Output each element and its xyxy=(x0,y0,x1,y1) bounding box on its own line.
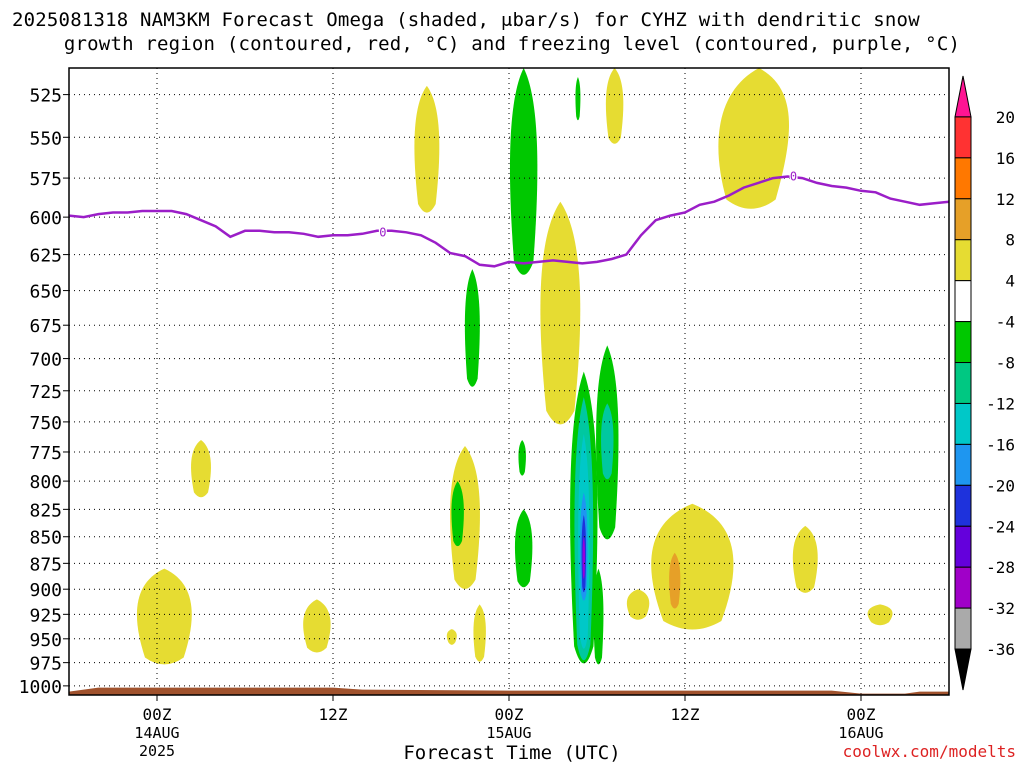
omega-yellow-surface-left xyxy=(136,568,192,665)
colorbar-label: 8 xyxy=(1005,231,1015,250)
freezing-level-label: 0 xyxy=(790,169,797,183)
ground-surface xyxy=(69,687,949,695)
y-tick-label: 650 xyxy=(29,282,62,303)
y-tick-label: 725 xyxy=(29,382,62,403)
omega-green-mid xyxy=(464,269,480,387)
freezing-label-bg xyxy=(789,169,798,182)
colorbar-label: 12 xyxy=(996,190,1015,209)
omega-green-tiny-1 xyxy=(518,440,526,476)
y-tick-label: 625 xyxy=(29,246,62,267)
colorbar-segment xyxy=(954,607,972,650)
y-tick-label: 775 xyxy=(29,443,62,464)
x-tick-label: 00Z xyxy=(143,705,172,724)
colorbar-segment xyxy=(954,484,972,527)
omega-yellow-mid-column xyxy=(540,201,581,425)
colorbar-segment xyxy=(954,443,972,486)
x-tick-label: 00Z xyxy=(495,705,524,724)
y-tick-label: 800 xyxy=(29,472,62,493)
freezing-level-line xyxy=(68,175,950,268)
omega-yellow-surface-left-2 xyxy=(303,599,331,653)
colorbar-label: -16 xyxy=(986,435,1015,454)
colorbar-label: 4 xyxy=(1005,272,1015,291)
omega-green-top xyxy=(575,76,581,121)
colorbar-label: -12 xyxy=(986,394,1015,413)
y-tick-label: 950 xyxy=(29,630,62,651)
omega-orange-cell xyxy=(669,552,681,609)
y-tick-label: 1000 xyxy=(19,677,62,698)
y-tick-label: 850 xyxy=(29,528,62,549)
omega-yellow-small-right-2 xyxy=(792,525,818,593)
y-tick-label: 875 xyxy=(29,554,62,575)
y-tick-label: 900 xyxy=(29,580,62,601)
x-tick-sublabel: 15AUG xyxy=(486,724,531,742)
x-tick-sublabel: 16AUG xyxy=(838,724,883,742)
colorbar-label: 20 xyxy=(996,108,1015,127)
omega-yellow-far-right xyxy=(867,604,893,626)
colorbar-segment xyxy=(954,321,972,364)
colorbar-top-triangle xyxy=(954,75,972,118)
omega-green-core-tail xyxy=(593,568,604,665)
colorbar-label: -4 xyxy=(996,313,1015,332)
omega-green-tiny-2 xyxy=(514,509,533,588)
x-tick-sublabel: 2025 xyxy=(139,742,175,760)
omega-yellow-top-left xyxy=(605,68,624,144)
colorbar-label: -36 xyxy=(986,640,1015,659)
chart-title-line-2: growth region (contoured, red, °C) and f… xyxy=(63,33,961,55)
credit-link[interactable]: coolwx.com/modelts xyxy=(842,742,1016,761)
x-tick-label: 00Z xyxy=(847,705,876,724)
colorbar-bottom-triangle xyxy=(954,648,972,691)
omega-yellow-small-right xyxy=(626,589,650,620)
y-tick-label: 675 xyxy=(29,316,62,337)
colorbar-segment xyxy=(954,116,972,159)
colorbar-segment xyxy=(954,239,972,282)
chart-title-line-1: 2025081318 NAM3KM Forecast Omega (shaded… xyxy=(12,9,920,31)
omega-yellow-lowmid-2 xyxy=(473,604,486,662)
colorbar-segment xyxy=(954,157,972,200)
colorbar-segment xyxy=(954,362,972,404)
x-tick-label: 12Z xyxy=(319,705,348,724)
colorbar-label: -20 xyxy=(986,476,1015,495)
plot-area xyxy=(69,68,949,695)
colorbar-label: -8 xyxy=(996,354,1015,373)
x-tick-label: 12Z xyxy=(671,705,700,724)
colorbar-segment xyxy=(954,280,972,323)
y-tick-label: 575 xyxy=(29,169,62,190)
y-tick-label: 975 xyxy=(29,654,62,675)
x-tick-sublabel: 14AUG xyxy=(134,724,179,742)
omega-green-upper xyxy=(509,68,538,275)
y-tick-label: 925 xyxy=(29,605,62,626)
colorbar-segment xyxy=(954,525,972,568)
y-tick-label: 700 xyxy=(29,350,62,371)
colorbar-segment xyxy=(954,198,972,241)
y-tick-label: 525 xyxy=(29,86,62,107)
x-axis-label: Forecast Time (UTC) xyxy=(403,742,621,764)
colorbar-label: 16 xyxy=(996,149,1015,168)
omega-purple-core xyxy=(582,536,586,579)
freezing-label-bg xyxy=(378,225,387,238)
omega-yellow-tiny xyxy=(446,629,457,645)
colorbar-segment xyxy=(954,402,972,445)
freezing-level-label: 0 xyxy=(379,225,386,239)
omega-yellow-small-left xyxy=(191,440,211,498)
y-tick-label: 600 xyxy=(29,208,62,229)
y-tick-label: 550 xyxy=(29,128,62,149)
colorbar-label: -24 xyxy=(986,517,1015,536)
omega-green-low xyxy=(451,481,464,547)
colorbar-label: -32 xyxy=(986,599,1015,618)
colorbar-segment xyxy=(954,566,972,609)
omega-yellow-upper-left xyxy=(414,85,440,213)
colorbar-label: -28 xyxy=(986,558,1015,577)
omega-yellow-top-right xyxy=(718,68,790,209)
y-tick-label: 825 xyxy=(29,500,62,521)
y-tick-label: 750 xyxy=(29,413,62,434)
